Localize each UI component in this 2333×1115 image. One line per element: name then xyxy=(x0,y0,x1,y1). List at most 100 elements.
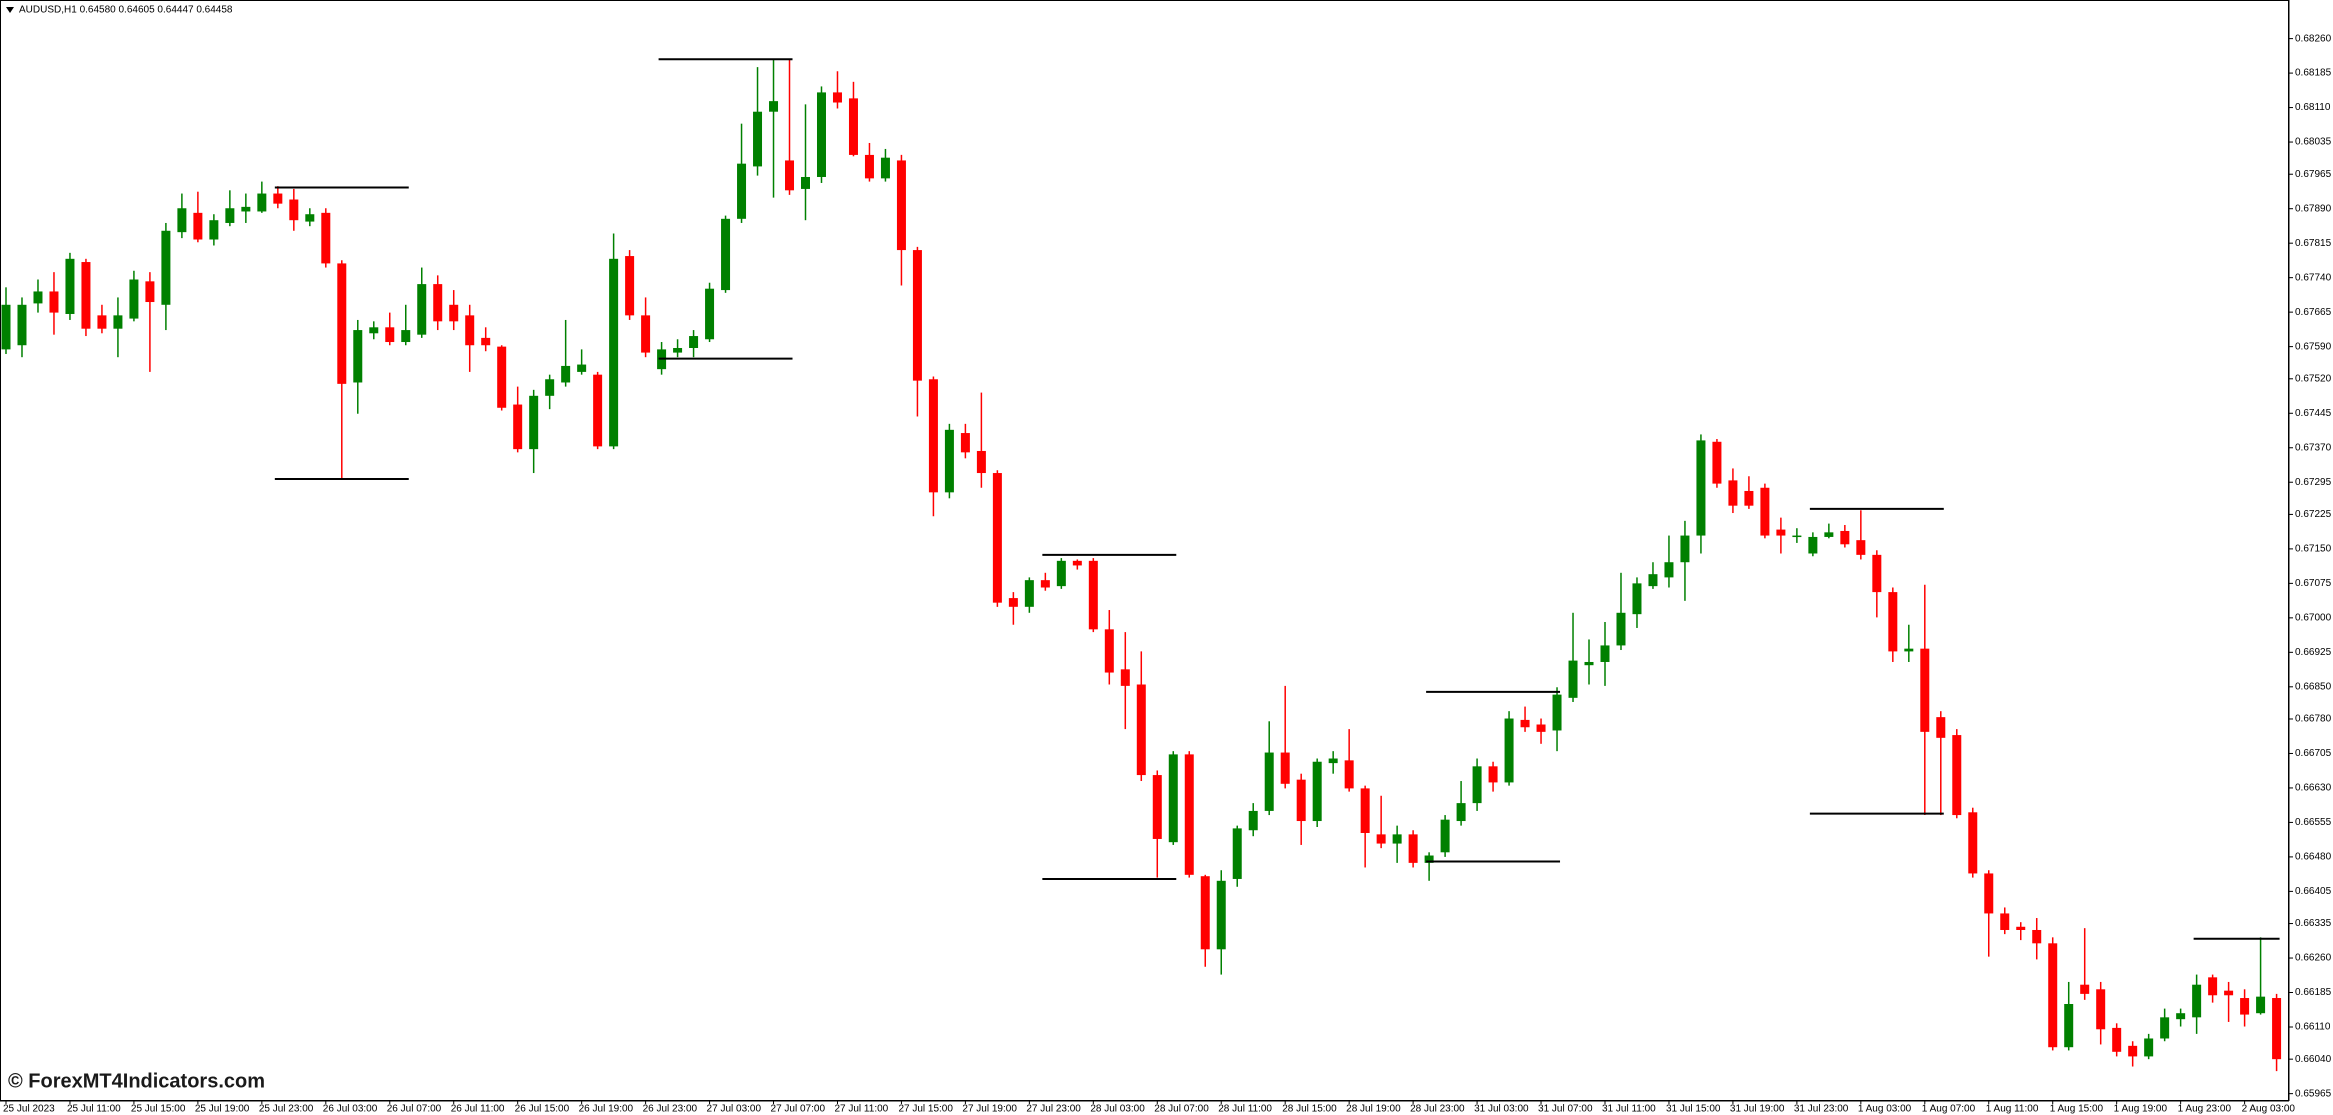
x-tick-label: 26 Jul 15:00 xyxy=(515,1104,570,1115)
y-tick-label: 0.67590 xyxy=(2295,341,2332,352)
candle-body xyxy=(641,315,651,353)
candle-body xyxy=(2080,984,2090,994)
x-tick-label: 27 Jul 19:00 xyxy=(962,1104,1017,1115)
candle-body xyxy=(1104,629,1114,673)
x-tick-label: 27 Jul 11:00 xyxy=(834,1104,888,1115)
x-tick-label: 25 Jul 19:00 xyxy=(195,1104,250,1115)
y-tick-label: 0.67445 xyxy=(2295,408,2332,419)
x-tick-label: 25 Jul 11:00 xyxy=(67,1104,121,1115)
x-tick-label: 26 Jul 11:00 xyxy=(451,1104,505,1115)
x-tick-label: 26 Jul 19:00 xyxy=(579,1104,634,1115)
candle-body xyxy=(1952,735,1962,816)
candle-body xyxy=(97,315,107,329)
candle-body xyxy=(1168,754,1178,843)
candle-body xyxy=(1776,529,1786,536)
candle-body xyxy=(513,404,523,450)
candle-body xyxy=(1280,752,1290,784)
candle-body xyxy=(545,379,555,396)
candle-body xyxy=(673,347,683,353)
y-tick-label: 0.67740 xyxy=(2295,272,2332,283)
x-tick-label: 26 Jul 07:00 xyxy=(387,1104,442,1115)
candle-body xyxy=(1968,812,1978,874)
candle-body xyxy=(2208,977,2218,996)
candle-body xyxy=(2272,998,2282,1060)
candle-body xyxy=(401,330,411,343)
candle-body xyxy=(321,212,331,264)
y-tick-label: 0.66705 xyxy=(2295,748,2332,759)
candle-body xyxy=(129,279,139,319)
candle-body xyxy=(1600,645,1610,662)
candle-body xyxy=(529,395,539,450)
candle-body xyxy=(816,92,826,177)
y-tick-label: 0.65965 xyxy=(2295,1088,2332,1099)
candle-body xyxy=(289,199,299,221)
y-tick-label: 0.66925 xyxy=(2295,647,2332,658)
candle-body xyxy=(1408,834,1418,863)
y-tick-label: 0.66110 xyxy=(2295,1022,2331,1033)
candle-body xyxy=(2160,1017,2170,1039)
candle-body xyxy=(1264,752,1274,811)
candle-body xyxy=(1,304,11,350)
candle-body xyxy=(1040,580,1050,588)
y-tick-label: 0.67965 xyxy=(2295,169,2332,180)
candle-body xyxy=(577,364,587,372)
candle-body xyxy=(1024,580,1034,607)
candle-body xyxy=(785,160,795,191)
y-tick-label: 0.66185 xyxy=(2295,987,2332,998)
y-tick-label: 0.67075 xyxy=(2295,578,2332,589)
y-tick-label: 0.66480 xyxy=(2295,852,2332,863)
candle-body xyxy=(65,258,75,314)
candle-body xyxy=(1696,440,1706,536)
y-tick-label: 0.67295 xyxy=(2295,477,2332,488)
candle-body xyxy=(1808,536,1818,554)
candle-body xyxy=(17,304,27,346)
x-tick-label: 27 Jul 07:00 xyxy=(771,1104,826,1115)
y-tick-label: 0.66260 xyxy=(2295,953,2332,964)
candle-body xyxy=(912,250,922,381)
y-tick-label: 0.67370 xyxy=(2295,442,2332,453)
candle-body xyxy=(481,337,491,346)
y-tick-label: 0.67815 xyxy=(2295,238,2332,249)
candle-body xyxy=(81,262,91,329)
candle-body xyxy=(465,315,475,346)
candle-body xyxy=(1760,487,1770,536)
x-tick-label: 28 Jul 23:00 xyxy=(1410,1104,1465,1115)
candle-body xyxy=(705,288,715,340)
candle-body xyxy=(1072,560,1082,566)
chart-title: AUDUSD,H1 0.64580 0.64605 0.64447 0.6445… xyxy=(19,5,233,16)
candle-body xyxy=(1936,717,1946,738)
x-tick-label: 28 Jul 15:00 xyxy=(1282,1104,1337,1115)
candle-body xyxy=(1328,758,1338,764)
x-tick-label: 1 Aug 23:00 xyxy=(2178,1104,2232,1115)
x-tick-label: 27 Jul 23:00 xyxy=(1026,1104,1081,1115)
candle-body xyxy=(2128,1045,2138,1057)
y-tick-label: 0.67225 xyxy=(2295,509,2332,520)
candle-body xyxy=(433,284,443,322)
candle-body xyxy=(193,212,203,240)
candle-body xyxy=(1296,779,1306,822)
candle-body xyxy=(1248,810,1258,831)
candle-body xyxy=(1728,480,1738,506)
candle-body xyxy=(1360,788,1370,833)
candle-body xyxy=(2240,998,2250,1015)
candle-body xyxy=(369,327,379,334)
candle-body xyxy=(1680,535,1690,563)
candle-body xyxy=(2016,926,2026,930)
candle-body xyxy=(1584,661,1594,666)
candle-body xyxy=(1712,441,1722,484)
x-tick-label: 25 Jul 23:00 xyxy=(259,1104,314,1115)
candle-body xyxy=(1616,612,1626,646)
candle-body xyxy=(257,193,267,212)
x-tick-label: 31 Jul 03:00 xyxy=(1474,1104,1529,1115)
x-tick-label: 1 Aug 19:00 xyxy=(2114,1104,2168,1115)
candle-body xyxy=(1536,724,1546,732)
candle-body xyxy=(1488,766,1498,783)
x-tick-label: 28 Jul 11:00 xyxy=(1218,1104,1272,1115)
candle-body xyxy=(417,284,427,335)
candle-body xyxy=(1344,760,1354,789)
candle-body xyxy=(177,208,187,233)
y-tick-label: 0.66555 xyxy=(2295,817,2332,828)
candle-body xyxy=(2256,996,2266,1014)
candle-body xyxy=(1824,532,1834,537)
